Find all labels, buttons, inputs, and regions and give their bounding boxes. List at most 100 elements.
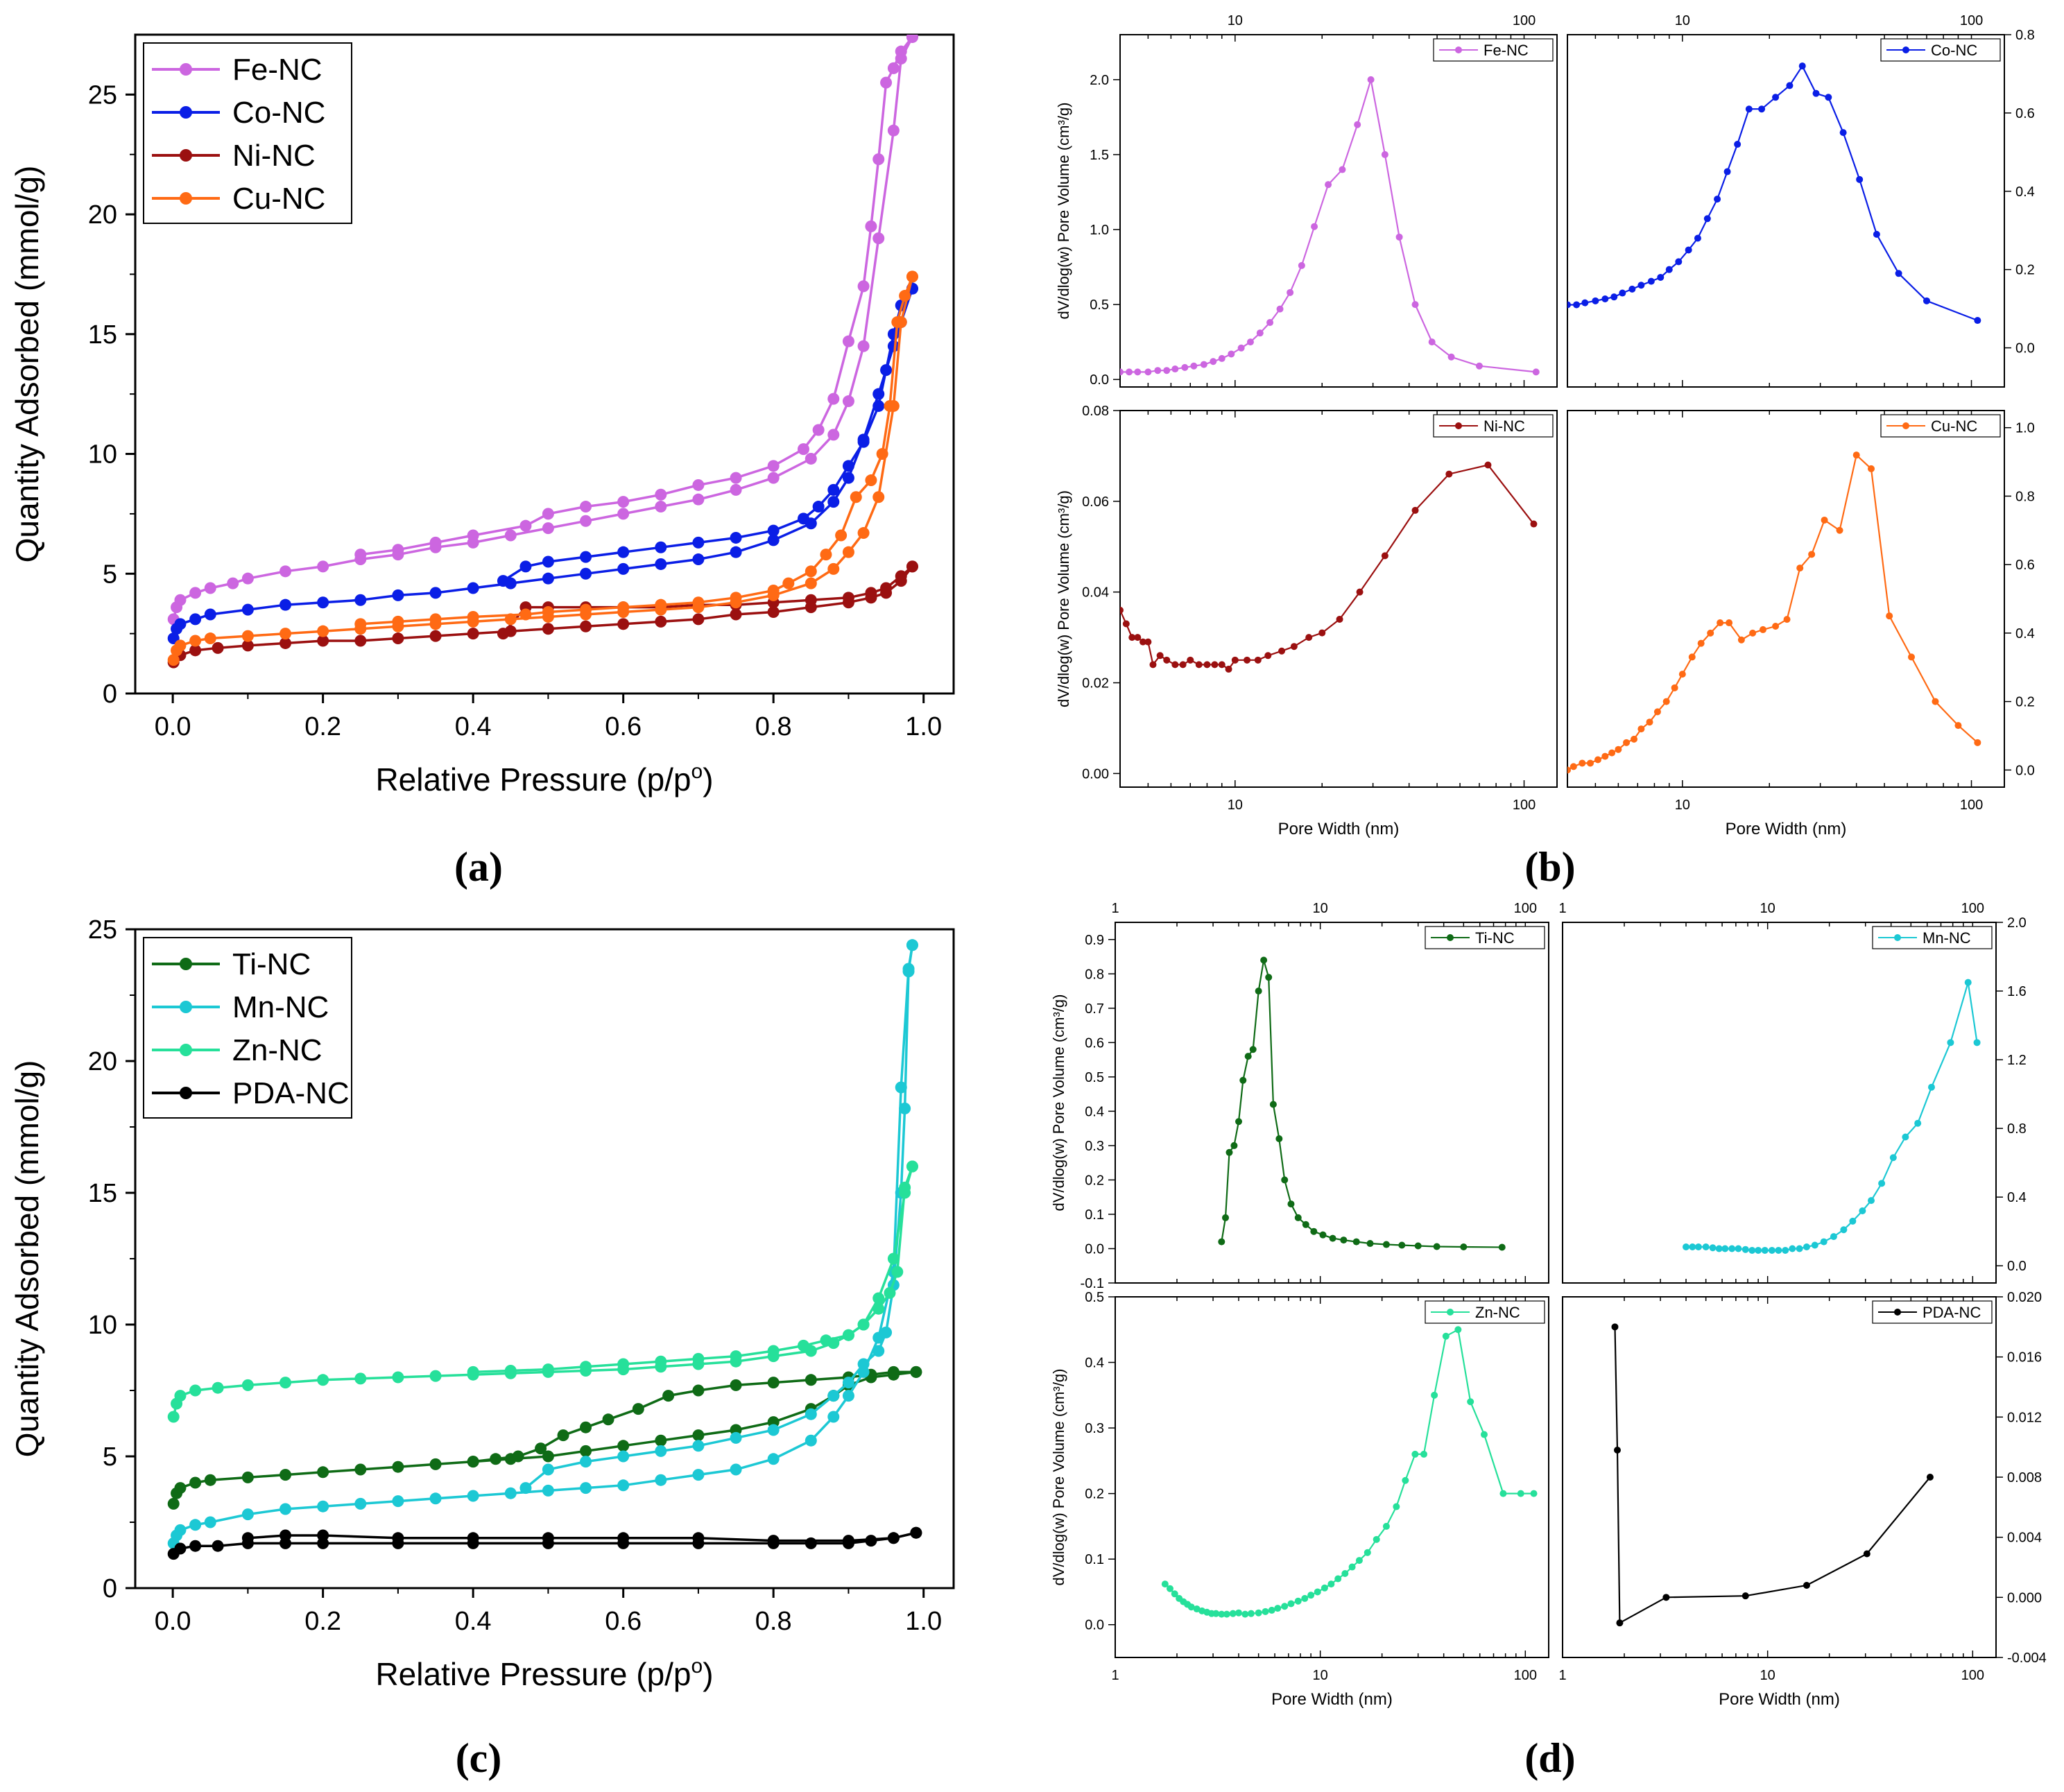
x-tick-label: 1 [1111,1668,1119,1683]
y-tick-label: 1.0 [1090,223,1109,238]
desorption-point [842,460,854,472]
adsorption-point [174,1524,187,1536]
desorption-point [602,1413,614,1426]
data-point [1355,1557,1363,1565]
data-point [1974,317,1981,325]
y-axis-label: Quantity Adsorbed (mmol/g) [9,166,45,563]
data-point [1327,1580,1335,1588]
subplot-Ti-NC: 1 10 100 -0.1 0.0 0.1 0.2 0.3 0.4 0.5 0.6 0.7 0.8 0.9… [1081,901,1549,1291]
adsorption-point [174,1542,187,1555]
adsorption-point [241,1508,254,1521]
data-point [1447,353,1455,361]
legend-label: PDA-NC [232,1076,350,1110]
adsorption-point [241,1379,254,1391]
data-point [1573,301,1581,309]
desorption-point [617,1358,630,1370]
adsorption-point [617,1479,630,1492]
adsorption-point [204,1474,216,1486]
adsorption-point [174,618,187,630]
data-point [1570,763,1577,770]
data-point [1222,1214,1230,1221]
adsorption-point [467,582,479,594]
data-point [1964,979,1972,986]
data-point [1735,1245,1742,1252]
y-tick-label: 2.0 [2007,915,2027,931]
data-point [1475,362,1483,370]
series-PDA-NC [167,1526,922,1560]
data-point [1218,1610,1226,1618]
y-tick-label: 0.0 [2015,763,2035,778]
adsorption-point [692,1429,705,1442]
data-point [1336,615,1343,623]
data-point [1863,1550,1871,1558]
data-point [1134,634,1142,641]
data-point [1442,1332,1450,1340]
y-tick-label: 0.6 [1085,1035,1104,1051]
data-point [1287,1600,1295,1608]
adsorption-point [241,572,254,585]
data-point [1480,1431,1488,1438]
y-tick-label: 0.6 [2015,106,2035,121]
desorption-point [542,1363,554,1376]
data-point [1567,766,1571,774]
data-point [1796,1245,1803,1252]
desorption-point [857,436,870,448]
data-point [1223,1610,1230,1618]
data-point [1287,1200,1295,1208]
y-tick-label: 10 [88,1311,117,1340]
subplot-PDA-NC: 1 10 100 -0.004 0.000 0.004 0.008 0.012 0.016 0.0… [1558,1290,2046,1683]
desorption-point [767,524,780,537]
legend-label: Zn-NC [1475,1304,1520,1321]
adsorption-point [354,1497,367,1510]
data-point [1247,1610,1255,1617]
legend-marker [180,1087,192,1099]
y-tick-label: 1.2 [2007,1053,2027,1068]
data-point [1260,956,1268,964]
data-point [1246,338,1254,346]
data-area [1120,76,1540,376]
data-point [1742,1592,1749,1600]
data-point [1294,1597,1302,1605]
data-point [1190,362,1198,370]
y-tick-label: 0.02 [1082,676,1109,691]
data-point [1908,653,1916,661]
legend-label: Fe-NC [1484,42,1529,59]
y-tick-label: 0.4 [2015,626,2035,641]
data-point [1139,638,1146,646]
desorption-point [655,598,667,611]
desorption-point [392,1532,404,1544]
desorption-point [850,491,862,503]
x-tick-label: 10 [1313,1668,1328,1683]
data-point [1499,1490,1507,1497]
x-tick-label-top: 10 [1675,13,1690,28]
desorption-point [812,501,825,513]
data-point [1325,181,1332,189]
legend-label: Cu-NC [232,182,325,216]
adsorption-point [857,527,870,540]
adsorption-point [174,1390,187,1402]
desorption-point [835,529,848,542]
data-point [1808,551,1816,558]
legend-label: Cu-NC [1931,417,1977,435]
adsorption-point [392,1461,404,1473]
desorption-point [906,939,918,951]
desorption-point [906,560,918,573]
data-point [1610,293,1618,301]
subplot-Zn-NC: 1 10 100 0.0 0.1 0.2 0.3 0.4 0.5 Zn-NC [1085,1290,1549,1683]
data-point [1798,62,1806,70]
desorption-point [906,1160,918,1173]
data-point [1256,329,1264,337]
subplot-frame [1119,34,1558,388]
data-point [1281,1176,1289,1184]
data-point [1742,1246,1749,1253]
y-tick-label: 0.4 [1085,1104,1104,1119]
adsorption-point [392,1371,404,1384]
data-point [1689,1243,1696,1250]
desorption-point [906,35,918,43]
data-point [1203,661,1211,669]
desorption-point [429,536,442,549]
y-axis-label: dV/dlog(w) Pore Volume (cm³/g) [1055,490,1072,707]
data-point [1852,451,1860,459]
data-point [1702,1243,1710,1250]
